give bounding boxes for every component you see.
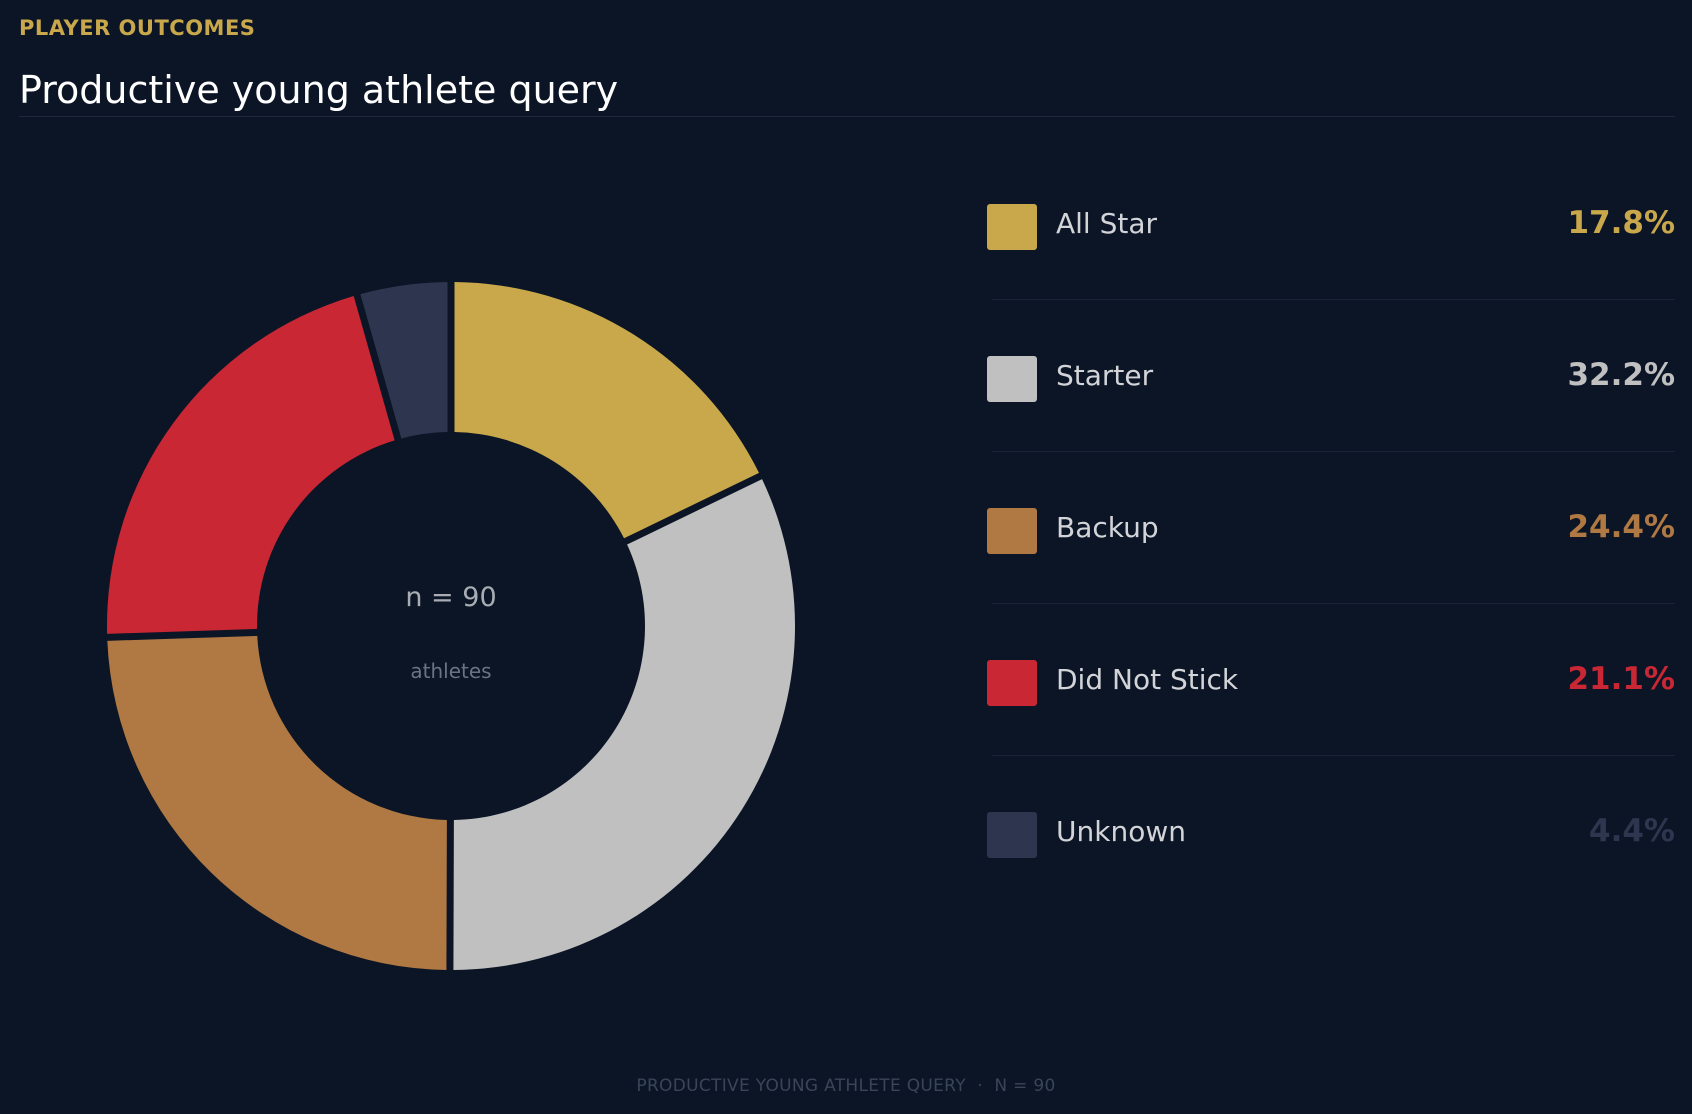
legend-swatch (987, 812, 1037, 858)
legend-label: Unknown (1056, 815, 1186, 848)
legend-label: All Star (1056, 207, 1158, 240)
legend-item-unknown: Unknown 4.4% (987, 760, 1675, 912)
legend-swatch (987, 356, 1037, 402)
legend-divider (992, 451, 1675, 452)
legend-swatch (987, 508, 1037, 554)
donut-slice-did-not-stick (107, 296, 395, 634)
donut-slice-unknown (360, 282, 448, 439)
legend-value: 24.4% (1567, 509, 1675, 545)
donut-slice-backup (107, 635, 447, 970)
donut-slice-all-star (454, 282, 760, 539)
legend-item-all-star: All Star 17.8% (987, 152, 1675, 304)
title-divider (19, 116, 1675, 117)
legend-swatch (987, 660, 1037, 706)
legend-divider (992, 755, 1675, 756)
legend-value: 17.8% (1567, 205, 1675, 241)
legend-value: 21.1% (1567, 661, 1675, 697)
legend-value: 4.4% (1589, 813, 1675, 849)
legend-item-did-not-stick: Did Not Stick 21.1% (987, 608, 1675, 760)
legend-value: 32.2% (1567, 357, 1675, 393)
legend-swatch (987, 204, 1037, 250)
donut-slices (107, 282, 795, 970)
legend-label: Did Not Stick (1056, 663, 1239, 696)
section-eyebrow: PLAYER OUTCOMES (19, 16, 256, 40)
chart-legend: All Star 17.8% Starter 32.2% Backup 24.4% Did … (987, 152, 1675, 912)
donut-slice-starter (453, 479, 795, 970)
page-title: Productive young athlete query (19, 68, 619, 112)
legend-item-starter: Starter 32.2% (987, 304, 1675, 456)
legend-divider (992, 603, 1675, 604)
legend-label: Starter (1056, 359, 1154, 392)
legend-label: Backup (1056, 511, 1159, 544)
footer-caption: PRODUCTIVE YOUNG ATHLETE QUERY · N = 90 (636, 1076, 1056, 1096)
donut-chart: n = 90 athletes (107, 282, 795, 970)
legend-item-backup: Backup 24.4% (987, 456, 1675, 608)
center-count-label: n = 90 (405, 582, 496, 613)
legend-divider (992, 299, 1675, 300)
center-unit-label: athletes (410, 659, 491, 683)
